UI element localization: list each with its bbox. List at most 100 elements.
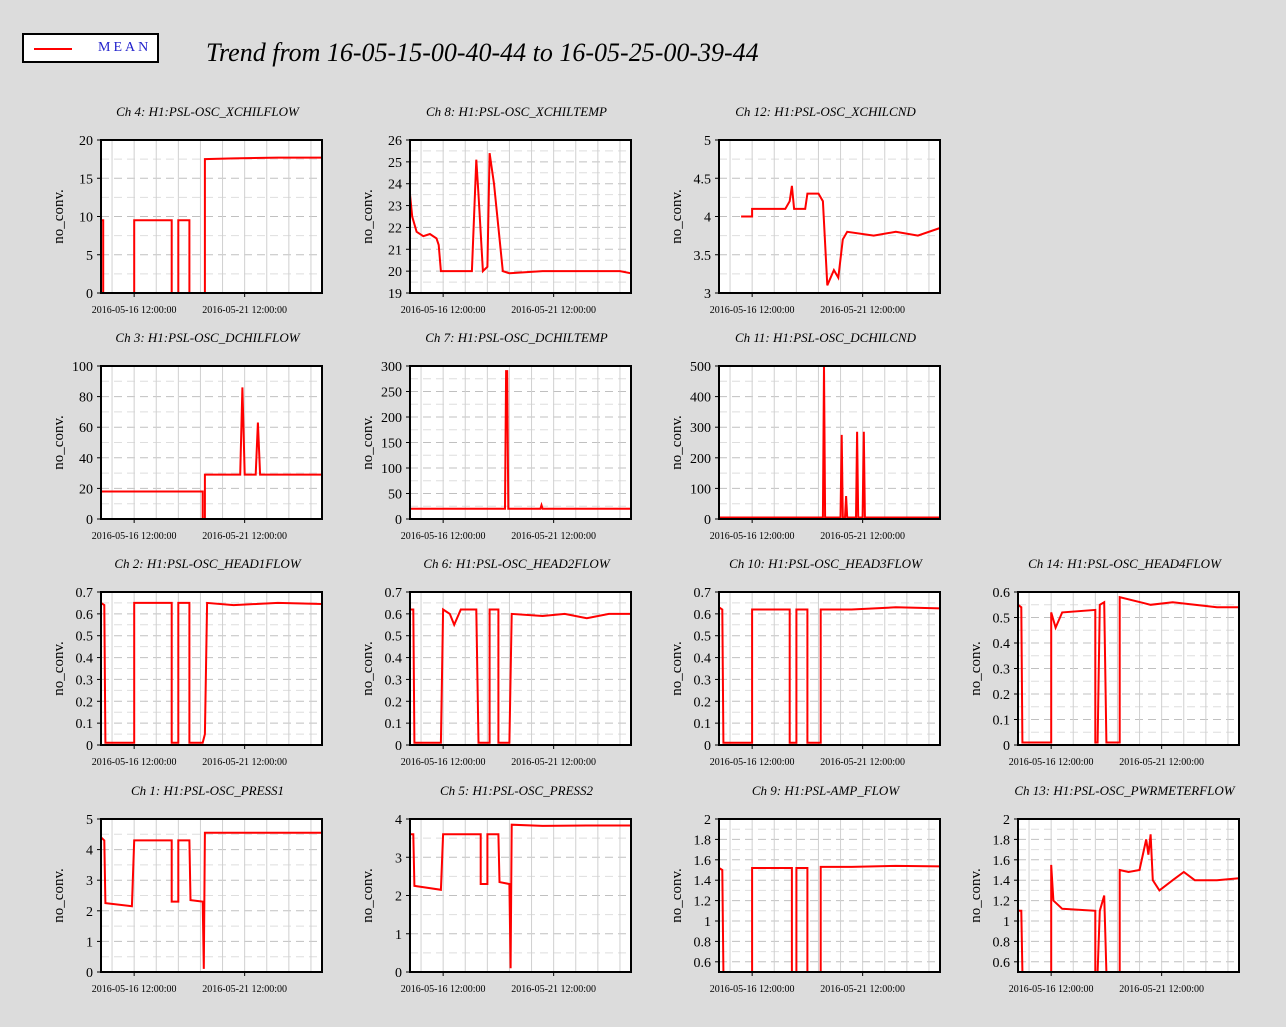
y-tick-label: 40 xyxy=(79,452,93,467)
y-tick-label: 0.5 xyxy=(694,630,712,645)
chart-title: Ch 4: H1:PSL-OSC_XCHILFLOW xyxy=(116,104,300,119)
x-tick-label: 2016-05-16 12:00:00 xyxy=(1009,984,1094,995)
y-tick-label: 100 xyxy=(690,482,711,497)
y-tick-label: 3.5 xyxy=(694,249,712,264)
y-axis-label: no_conv. xyxy=(51,415,67,469)
y-axis-label: no_conv. xyxy=(51,189,67,243)
y-tick-label: 3 xyxy=(395,851,402,866)
x-tick-label: 2016-05-21 12:00:00 xyxy=(511,305,596,316)
x-tick-label: 2016-05-16 12:00:00 xyxy=(92,757,177,768)
y-axis-label: no_conv. xyxy=(669,415,685,469)
chart-panel-ch2: 0 0.1 0.2 0.3 0.4 0.5 0.6 0.7 2016-05-16 12:00:0… xyxy=(51,556,323,768)
series-line xyxy=(101,387,322,520)
chart-title: Ch 9: H1:PSL-AMP_FLOW xyxy=(752,783,900,798)
y-tick-label: 0.6 xyxy=(694,956,712,971)
y-tick-label: 0.6 xyxy=(694,608,712,623)
y-tick-label: 0.1 xyxy=(694,717,712,732)
y-tick-label: 3 xyxy=(704,287,711,302)
y-tick-label: 5 xyxy=(86,813,93,828)
y-tick-label: 0.6 xyxy=(76,608,94,623)
plot-frame xyxy=(1017,818,1240,973)
chart-title: Ch 2: H1:PSL-OSC_HEAD1FLOW xyxy=(114,556,301,571)
chart-title: Ch 12: H1:PSL-OSC_XCHILCND xyxy=(735,104,916,119)
series-line xyxy=(410,607,631,744)
y-tick-label: 0 xyxy=(86,966,93,981)
y-tick-label: 0 xyxy=(704,513,711,528)
plot-frame xyxy=(100,365,323,520)
x-tick-label: 2016-05-21 12:00:00 xyxy=(202,984,287,995)
y-axis-label: no_conv. xyxy=(669,868,685,922)
plot-frame xyxy=(718,365,941,520)
chart-title: Ch 1: H1:PSL-OSC_PRESS1 xyxy=(131,783,284,798)
y-tick-label: 1.2 xyxy=(694,895,712,910)
y-tick-label: 0.4 xyxy=(76,652,94,667)
y-tick-label: 0.5 xyxy=(76,630,94,645)
y-axis-label: no_conv. xyxy=(669,189,685,243)
y-tick-label: 300 xyxy=(381,360,402,375)
y-tick-label: 60 xyxy=(79,421,93,436)
y-tick-label: 1 xyxy=(395,928,402,943)
y-tick-label: 1 xyxy=(704,915,711,930)
chart-title: Ch 11: H1:PSL-OSC_DCHILCND xyxy=(735,330,917,345)
y-tick-label: 20 xyxy=(79,134,93,149)
y-tick-label: 0.1 xyxy=(76,717,94,732)
y-tick-label: 0.2 xyxy=(76,695,94,710)
y-tick-label: 0 xyxy=(86,739,93,754)
y-tick-label: 0.4 xyxy=(993,637,1011,652)
y-tick-label: 0.5 xyxy=(385,630,403,645)
y-tick-label: 0.3 xyxy=(993,663,1011,678)
x-tick-label: 2016-05-21 12:00:00 xyxy=(202,531,287,542)
y-tick-label: 2 xyxy=(1003,813,1010,828)
x-tick-label: 2016-05-21 12:00:00 xyxy=(820,305,905,316)
y-tick-label: 1.4 xyxy=(694,874,712,889)
y-tick-label: 2 xyxy=(704,813,711,828)
y-tick-label: 0 xyxy=(395,513,402,528)
x-tick-label: 2016-05-21 12:00:00 xyxy=(820,531,905,542)
y-tick-label: 4.5 xyxy=(694,172,712,187)
y-tick-label: 1.6 xyxy=(694,854,712,869)
y-tick-label: 19 xyxy=(388,287,402,302)
y-tick-label: 3 xyxy=(86,874,93,889)
x-tick-label: 2016-05-16 12:00:00 xyxy=(710,531,795,542)
series-line xyxy=(409,152,632,275)
plot-frame xyxy=(718,591,941,746)
y-tick-label: 1.2 xyxy=(993,895,1011,910)
chart-panel-ch9: 0.6 0.8 1 1.2 1.4 1.6 1.8 2 2016-05-16 12:00:00 2… xyxy=(669,783,941,995)
main-title: Trend from 16-05-15-00-40-44 to 16-05-25… xyxy=(206,38,759,67)
y-axis-label: no_conv. xyxy=(360,868,376,922)
y-tick-label: 1 xyxy=(86,935,93,950)
plot-frame xyxy=(409,139,632,294)
y-tick-label: 4 xyxy=(86,844,93,859)
y-tick-label: 2 xyxy=(395,890,402,905)
y-tick-label: 200 xyxy=(690,452,711,467)
y-tick-label: 0.4 xyxy=(385,652,403,667)
series-line xyxy=(718,606,941,744)
chart-title: Ch 5: H1:PSL-OSC_PRESS2 xyxy=(440,783,594,798)
x-tick-label: 2016-05-16 12:00:00 xyxy=(92,984,177,995)
x-tick-label: 2016-05-16 12:00:00 xyxy=(710,305,795,316)
y-tick-label: 0.3 xyxy=(76,673,94,688)
y-tick-label: 22 xyxy=(388,221,402,236)
chart-panel-ch8: 19 20 21 22 23 24 25 26 2016-05-16 12:00:00 2016-… xyxy=(360,104,632,316)
y-tick-label: 15 xyxy=(79,172,93,187)
series-line xyxy=(100,601,323,744)
y-tick-label: 80 xyxy=(79,391,93,406)
y-tick-label: 1.8 xyxy=(993,833,1011,848)
legend: MEAN xyxy=(22,33,159,63)
y-tick-label: 10 xyxy=(79,211,93,226)
y-tick-label: 0.7 xyxy=(385,586,403,601)
y-tick-label: 100 xyxy=(381,462,402,477)
y-tick-label: 0.8 xyxy=(993,935,1011,950)
chart-title: Ch 6: H1:PSL-OSC_HEAD2FLOW xyxy=(423,556,610,571)
y-tick-label: 0.7 xyxy=(694,586,712,601)
y-tick-label: 4 xyxy=(704,211,711,226)
y-tick-label: 5 xyxy=(704,134,711,149)
x-tick-label: 2016-05-21 12:00:00 xyxy=(202,305,287,316)
y-tick-label: 300 xyxy=(690,421,711,436)
x-tick-label: 2016-05-16 12:00:00 xyxy=(401,984,486,995)
y-tick-label: 0.7 xyxy=(76,586,94,601)
x-tick-label: 2016-05-21 12:00:00 xyxy=(202,757,287,768)
x-tick-label: 2016-05-21 12:00:00 xyxy=(511,757,596,768)
x-tick-label: 2016-05-16 12:00:00 xyxy=(401,305,486,316)
